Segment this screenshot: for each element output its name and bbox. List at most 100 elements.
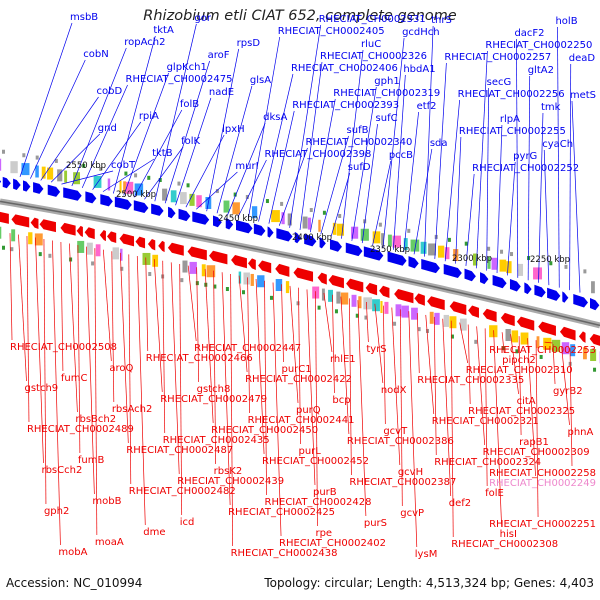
reverse-gene-arrow <box>500 312 515 327</box>
forward-gene-arrow <box>0 180 2 184</box>
forward-gene-arrow <box>421 258 440 274</box>
cog-feature-forward <box>410 239 420 252</box>
bottom-gene-label: RHECIAT_CH0002321 <box>432 416 539 427</box>
cog-feature-forward <box>196 195 202 208</box>
reverse-gene-arrow <box>414 293 425 306</box>
top-gene-label: dksA <box>263 112 287 123</box>
forward-gene-arrow <box>225 217 234 230</box>
callout-line <box>382 305 386 425</box>
callout-line <box>496 124 503 274</box>
callout-line <box>206 48 240 212</box>
bottom-gene-label: RHECIAT_CH0002422 <box>245 374 352 385</box>
reverse-gene-arrow <box>538 321 556 336</box>
callout-line <box>71 47 127 187</box>
cog-feature-forward <box>134 183 144 196</box>
forward-gene-arrow <box>319 237 326 249</box>
top-gene-label: RHECIAT_CH0002340 <box>305 137 412 148</box>
forward-gene-arrow <box>509 279 521 292</box>
cog-feature-forward <box>381 233 385 246</box>
callout-line <box>86 246 95 495</box>
bottom-gene-label: RHECIAT_CH0002452 <box>262 456 369 467</box>
forward-gene-arrow <box>408 256 419 269</box>
cog-feature-reverse <box>520 332 529 345</box>
gc-content-mark <box>269 295 273 300</box>
callout-line <box>299 61 323 231</box>
cog-feature-forward <box>57 169 63 182</box>
gc-skew-mark <box>99 166 103 171</box>
callout-line <box>527 75 531 281</box>
top-gene-label: RHECIAT_CH0002405 <box>278 26 385 37</box>
top-gene-label: RHECIAT_CH0002326 <box>320 51 427 62</box>
cog-feature-forward <box>287 213 292 226</box>
forward-gene-arrow <box>253 223 266 236</box>
cog-feature-forward <box>444 247 450 260</box>
callout-line <box>557 26 560 288</box>
gc-content-mark <box>10 247 14 252</box>
callout-line <box>92 121 142 190</box>
cog-feature-forward <box>41 166 46 179</box>
reverse-gene-arrow <box>187 246 207 261</box>
callout-line <box>340 296 350 435</box>
bottom-gene-label: rapB1 <box>519 437 549 448</box>
cog-feature-reverse <box>321 288 325 301</box>
bottom-gene-label: purC1 <box>282 364 312 375</box>
cog-feature-reverse <box>570 344 576 357</box>
cog-feature-reverse <box>0 226 2 239</box>
gc-skew-mark <box>177 181 181 186</box>
top-gene-label: RHECIAT_CH0002250 <box>485 40 592 51</box>
callout-line <box>442 318 452 497</box>
bottom-gene-label: RHECIAT_CH0002249 <box>489 478 596 489</box>
gc-content-mark <box>120 266 124 271</box>
top-gene-label: secG <box>487 77 512 88</box>
cog-feature-forward <box>123 181 126 194</box>
callout-line <box>501 332 505 354</box>
reverse-gene-arrow <box>76 225 83 237</box>
top-gene-label: nadE <box>209 87 234 98</box>
forward-gene-arrow <box>480 272 489 285</box>
forward-gene-arrow <box>100 194 113 207</box>
cog-feature-reverse <box>257 275 265 288</box>
forward-gene-arrow <box>85 191 97 204</box>
bottom-gene-label: gstch9 <box>24 383 58 394</box>
cog-feature-forward <box>428 243 436 256</box>
gc-skew-mark <box>22 153 26 158</box>
callout-line <box>77 245 81 454</box>
top-gene-label: holB <box>555 16 577 27</box>
gc-content-mark <box>355 313 359 318</box>
gc-content-mark <box>317 305 321 310</box>
callout-line <box>298 287 301 445</box>
top-gene-label: rpiA <box>139 111 159 122</box>
gc-skew-mark <box>35 155 39 160</box>
callout-line <box>493 330 502 528</box>
bottom-gene-label: rbsAch2 <box>112 404 153 415</box>
top-gene-label: RHECIAT_CH0002475 <box>126 74 233 85</box>
reverse-gene-arrow <box>293 267 314 282</box>
gc-skew-mark <box>510 252 514 257</box>
callout-line <box>9 233 13 341</box>
forward-gene-arrow <box>573 293 589 308</box>
cog-feature-forward <box>506 261 512 274</box>
bottom-gene-label: RHECIAT_CH0002487 <box>126 445 233 456</box>
callout-line <box>543 149 550 286</box>
cog-feature-reverse <box>590 349 597 362</box>
forward-gene-arrow <box>267 226 274 238</box>
cog-feature-forward <box>10 161 18 174</box>
cog-feature-forward <box>499 259 507 272</box>
forward-gene-arrow <box>304 233 317 247</box>
reverse-gene-arrow <box>158 240 165 253</box>
bottom-gene-label: RHECIAT_CH0002258 <box>489 468 596 479</box>
callout-line <box>281 284 284 363</box>
bottom-gene-label: RHECIAT_CH0002508 <box>10 342 117 353</box>
reverse-gene-arrow <box>209 250 228 265</box>
forward-gene-arrow <box>63 187 82 201</box>
reverse-gene-arrow <box>11 214 30 228</box>
bottom-gene-label: hisI <box>500 529 517 540</box>
bottom-gene-label: folE <box>485 488 504 499</box>
bottom-gene-label: RHECIAT_CH0002308 <box>451 539 558 550</box>
cog-feature-forward <box>517 263 524 276</box>
top-gene-label: RHECIAT_CH0002257 <box>444 52 551 63</box>
callout-line <box>128 254 132 485</box>
callout-line <box>391 307 401 466</box>
cog-feature-forward <box>64 170 68 183</box>
bottom-gene-label: RHECIAT_CH0002335 <box>417 375 524 386</box>
